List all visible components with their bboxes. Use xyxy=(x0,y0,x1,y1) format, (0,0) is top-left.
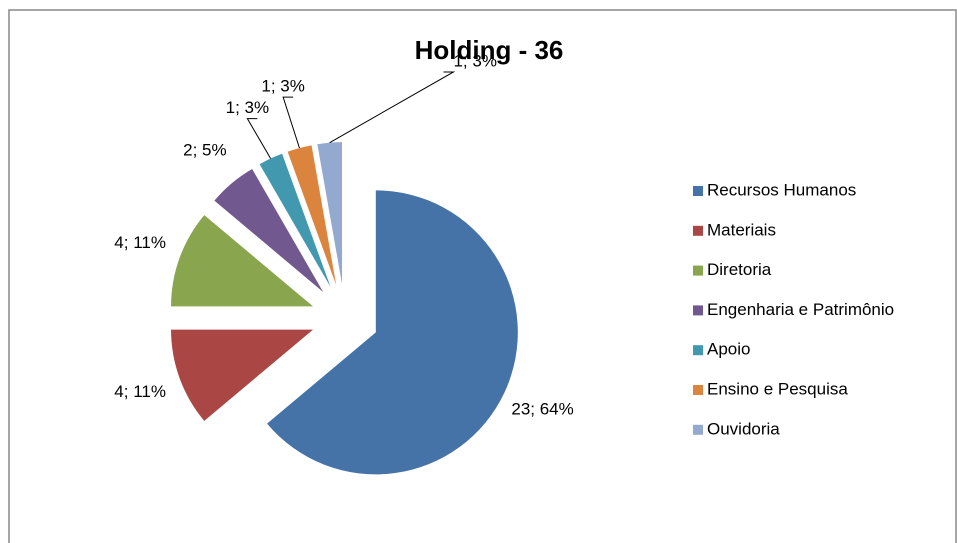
pie-slice xyxy=(214,168,324,292)
legend-label: Materiais xyxy=(707,220,776,239)
pie-slice xyxy=(171,329,314,421)
legend-swatch xyxy=(693,225,703,236)
data-label: 2; 5% xyxy=(183,140,226,159)
leader-line xyxy=(329,71,456,144)
legend-label: Ouvidoria xyxy=(707,419,780,438)
leader-line xyxy=(246,118,272,159)
legend-swatch xyxy=(693,305,703,316)
legend-swatch xyxy=(693,186,703,196)
legend-label: Engenharia e Patrimônio xyxy=(707,300,894,319)
legend-swatch xyxy=(693,385,703,395)
data-label: 4; 11% xyxy=(114,382,166,401)
legend-label: Ensino e Pesquisa xyxy=(707,379,848,398)
legend-swatch xyxy=(693,424,703,435)
data-label: 4; 11% xyxy=(114,233,166,252)
pie-slice xyxy=(287,145,337,286)
legend-swatch xyxy=(693,345,703,356)
pie-slice xyxy=(317,142,343,285)
legend-label: Diretoria xyxy=(707,260,772,279)
legend-label: Apoio xyxy=(707,340,750,359)
pie-slice xyxy=(267,190,518,475)
pie-slice xyxy=(171,215,314,307)
legend-label: Recursos Humanos xyxy=(707,180,856,199)
data-label: 1; 3% xyxy=(226,98,269,117)
leader-line xyxy=(282,96,300,149)
data-label: 23; 64% xyxy=(511,400,573,419)
data-label: 1; 3% xyxy=(453,51,496,70)
pie-slice xyxy=(259,153,331,288)
legend-swatch xyxy=(693,265,703,276)
chart-title: Holding - 36 xyxy=(415,35,564,65)
data-label: 1; 3% xyxy=(261,77,304,96)
